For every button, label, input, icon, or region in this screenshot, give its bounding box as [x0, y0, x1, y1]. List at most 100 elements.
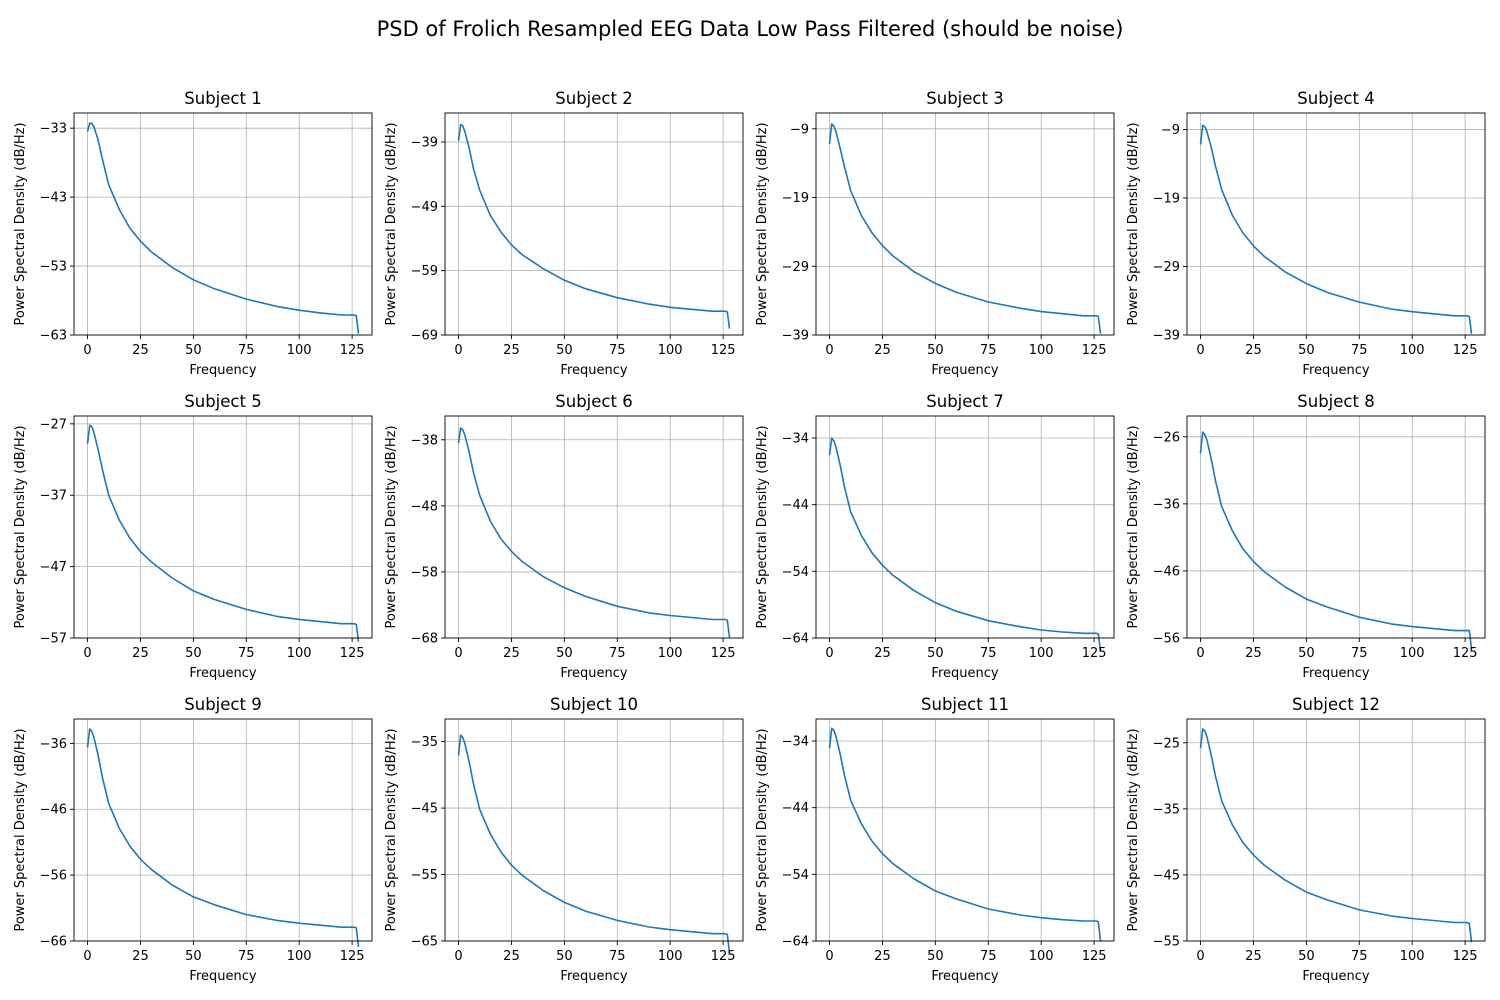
subplot-5: 0 25 50 75 100 125 −27 −37 −47 −57 Subject 5 Freque…: [13, 392, 373, 681]
subplot-1: 0 25 50 75 100 125 −33 −43 −53 −63 Subject 1 Freque…: [13, 89, 373, 378]
x-tick-label: 100: [658, 646, 683, 661]
x-tick-label: 125: [711, 949, 736, 964]
subplot-title: Subject 8: [1297, 392, 1374, 411]
y-tick-label: −64: [782, 632, 809, 647]
psd-line: [86, 122, 360, 334]
y-tick-label: −45: [411, 802, 438, 817]
x-axis-label: Frequency: [560, 666, 627, 681]
y-tick-label: −65: [411, 935, 438, 950]
axes-frame: [444, 718, 744, 942]
x-tick-label: 100: [287, 949, 312, 964]
y-tick-label: −59: [411, 264, 438, 279]
axes-frame: [815, 112, 1115, 336]
x-tick-label: 100: [287, 646, 312, 661]
x-tick-label: 125: [1453, 949, 1478, 964]
y-tick-label: −33: [40, 122, 67, 137]
x-tick-label: 100: [1029, 646, 1054, 661]
subplot-title: Subject 12: [1292, 695, 1380, 714]
x-axis-label: Frequency: [189, 363, 256, 378]
axes-frame: [815, 415, 1115, 639]
axes-frame: [444, 415, 744, 639]
x-tick-label: 75: [1351, 949, 1368, 964]
y-tick-label: −53: [40, 260, 67, 275]
subplot-title: Subject 5: [184, 392, 261, 411]
x-tick-label: 0: [1196, 343, 1204, 358]
y-tick-label: −34: [782, 735, 809, 750]
x-axis-label: Frequency: [1302, 666, 1369, 681]
y-tick-label: −39: [1153, 329, 1180, 344]
x-tick-label: 125: [1082, 646, 1107, 661]
y-tick-label: −29: [782, 260, 809, 275]
x-axis-label: Frequency: [1302, 969, 1369, 984]
y-tick-label: −56: [1153, 632, 1180, 647]
x-axis-label: Frequency: [560, 363, 627, 378]
x-tick-label: 125: [340, 949, 365, 964]
y-tick-label: −57: [40, 632, 67, 647]
x-tick-label: 50: [556, 949, 573, 964]
x-tick-label: 75: [238, 646, 255, 661]
x-tick-label: 125: [711, 343, 736, 358]
subplot-title: Subject 6: [555, 392, 632, 411]
x-tick-label: 25: [1245, 949, 1262, 964]
x-tick-label: 0: [825, 343, 833, 358]
y-tick-label: −19: [782, 191, 809, 206]
subplot-title: Subject 4: [1297, 89, 1374, 108]
x-tick-label: 50: [185, 646, 202, 661]
y-tick-label: −54: [782, 565, 809, 580]
x-tick-label: 25: [1245, 343, 1262, 358]
x-tick-label: 0: [454, 343, 462, 358]
y-tick-label: −45: [1153, 868, 1180, 883]
x-tick-label: 75: [1351, 646, 1368, 661]
y-tick-label: −9: [1161, 123, 1180, 138]
subplot-title: Subject 3: [926, 89, 1003, 108]
x-tick-label: 100: [287, 343, 312, 358]
subplot-7: 0 25 50 75 100 125 −34 −44 −54 −64 Subject 7 Freque…: [755, 392, 1115, 681]
x-tick-label: 125: [1453, 343, 1478, 358]
x-tick-label: 100: [1400, 343, 1425, 358]
psd-line: [1199, 124, 1473, 334]
y-tick-label: −25: [1153, 736, 1180, 751]
y-axis-label: Power Spectral Density (dB/Hz): [1126, 122, 1141, 325]
y-axis-label: Power Spectral Density (dB/Hz): [384, 425, 399, 628]
y-tick-label: −64: [782, 935, 809, 950]
y-tick-label: −46: [1153, 564, 1180, 579]
x-tick-label: 50: [927, 343, 944, 358]
x-tick-label: 75: [238, 343, 255, 358]
y-tick-label: −27: [40, 417, 67, 432]
x-axis-label: Frequency: [931, 969, 998, 984]
x-axis-label: Frequency: [189, 969, 256, 984]
y-tick-label: −66: [40, 935, 67, 950]
x-tick-label: 0: [825, 646, 833, 661]
x-tick-label: 0: [454, 949, 462, 964]
subplot-10: 0 25 50 75 100 125 −35 −45 −55 −65 Subject 10 Frequ…: [384, 695, 744, 984]
y-axis-label: Power Spectral Density (dB/Hz): [755, 425, 770, 628]
axes-frame: [1186, 718, 1486, 942]
y-tick-label: −44: [782, 498, 809, 513]
y-tick-label: −35: [411, 735, 438, 750]
y-tick-label: −35: [1153, 802, 1180, 817]
x-tick-label: 100: [1400, 646, 1425, 661]
subplot-8: 0 25 50 75 100 125 −26 −36 −46 −56 Subject 8 Freque…: [1126, 392, 1486, 681]
y-tick-label: −54: [782, 868, 809, 883]
y-tick-label: −44: [782, 801, 809, 816]
x-tick-label: 125: [340, 343, 365, 358]
figure-title: PSD of Frolich Resampled EEG Data Low Pa…: [377, 17, 1124, 41]
x-axis-label: Frequency: [189, 666, 256, 681]
x-tick-label: 25: [132, 343, 149, 358]
x-axis-label: Frequency: [931, 666, 998, 681]
subplot-9: 0 25 50 75 100 125 −36 −46 −56 −66 Subject 9 Freque…: [13, 695, 373, 984]
y-tick-label: −26: [1153, 430, 1180, 445]
x-tick-label: 25: [874, 646, 891, 661]
x-tick-label: 100: [658, 949, 683, 964]
y-tick-label: −43: [40, 191, 67, 206]
x-tick-label: 25: [874, 949, 891, 964]
x-tick-label: 75: [609, 949, 626, 964]
x-axis-label: Frequency: [560, 969, 627, 984]
x-tick-label: 125: [1082, 949, 1107, 964]
x-tick-label: 50: [185, 949, 202, 964]
x-tick-label: 0: [1196, 646, 1204, 661]
x-tick-label: 0: [83, 343, 91, 358]
subplot-title: Subject 9: [184, 695, 261, 714]
x-tick-label: 75: [238, 949, 255, 964]
x-tick-label: 50: [1298, 949, 1315, 964]
